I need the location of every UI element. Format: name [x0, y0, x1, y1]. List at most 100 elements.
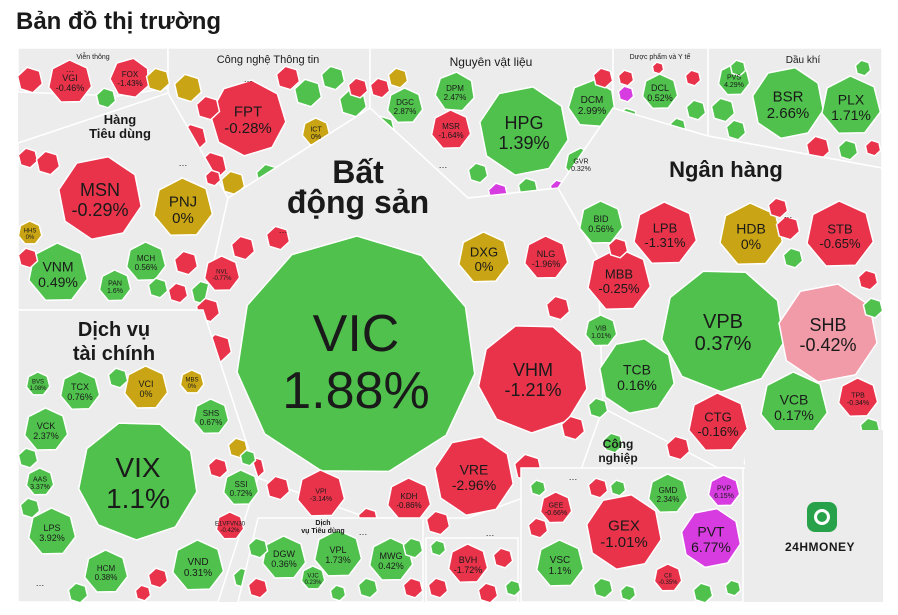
stock-cell-minor[interactable] — [95, 87, 117, 109]
stock-cell-minor[interactable] — [173, 250, 199, 276]
stock-cell-minor[interactable] — [369, 77, 391, 99]
stock-cell-minor[interactable] — [862, 297, 882, 319]
stock-cell-minor[interactable] — [18, 147, 39, 169]
stock-cell-vib[interactable] — [584, 314, 618, 347]
stock-cell-minor[interactable] — [529, 479, 547, 497]
stock-cell-minor[interactable] — [607, 237, 629, 259]
stock-cell-vnm[interactable] — [28, 242, 89, 302]
stock-cell-ctg[interactable] — [688, 392, 749, 452]
stock-cell-pan[interactable] — [98, 269, 132, 302]
stock-cell-minor[interactable] — [402, 537, 424, 559]
stock-cell-gex[interactable] — [586, 494, 662, 570]
stock-cell-lps[interactable] — [27, 507, 77, 555]
stock-cell-mbs[interactable] — [179, 369, 205, 394]
stock-cell-shb[interactable] — [778, 283, 878, 383]
stock-cell-minor[interactable] — [265, 225, 291, 251]
stock-cell-minor[interactable] — [18, 66, 44, 94]
stock-cell-minor[interactable] — [247, 537, 269, 559]
stock-cell-minor[interactable] — [854, 59, 872, 77]
stock-cell-tpb[interactable] — [837, 377, 879, 417]
stock-cell-vgi[interactable] — [47, 59, 93, 103]
stock-cell-minor[interactable] — [619, 584, 637, 602]
stock-cell-minor[interactable] — [864, 139, 882, 157]
stock-cell-vpi[interactable] — [296, 469, 346, 517]
stock-cell-e1vfvn30[interactable] — [215, 511, 245, 540]
stock-cell-minor[interactable] — [857, 269, 879, 291]
stock-cell-minor[interactable] — [427, 577, 449, 599]
stock-cell-minor[interactable] — [247, 577, 269, 599]
stock-cell-tcx[interactable] — [59, 370, 101, 410]
stock-cell-mbb[interactable] — [587, 247, 652, 310]
stock-cell-minor[interactable] — [492, 547, 514, 569]
stock-cell-tcb[interactable] — [599, 338, 675, 414]
stock-cell-pnj[interactable] — [153, 177, 214, 237]
stock-cell-minor[interactable] — [147, 277, 169, 299]
stock-cell-dpm[interactable] — [434, 71, 475, 112]
stock-cell-minor[interactable] — [592, 577, 614, 599]
stock-cell-minor[interactable] — [587, 477, 609, 499]
stock-cell-vsc[interactable] — [535, 539, 585, 587]
stock-cell-minor[interactable] — [685, 99, 707, 121]
stock-cell-minor[interactable] — [725, 119, 747, 141]
stock-cell-minor[interactable] — [425, 510, 451, 536]
stock-cell-minor[interactable] — [602, 432, 624, 454]
stock-cell-vjc[interactable] — [300, 565, 326, 590]
stock-cell-pvt[interactable] — [680, 507, 742, 569]
stock-cell-vck[interactable] — [23, 407, 69, 451]
stock-cell-msr[interactable] — [430, 109, 472, 149]
stock-cell-aas[interactable] — [25, 467, 55, 496]
stock-cell-hcm[interactable] — [83, 549, 129, 593]
stock-cell-minor[interactable] — [729, 59, 747, 77]
stock-cell-dcm[interactable] — [567, 79, 616, 128]
stock-cell-cii[interactable] — [653, 563, 683, 592]
stock-cell-minor[interactable] — [18, 447, 39, 469]
stock-cell-minor[interactable] — [204, 169, 222, 187]
stock-cell-minor[interactable] — [134, 584, 152, 602]
stock-cell-vpb[interactable] — [660, 270, 785, 393]
stock-cell-minor[interactable] — [504, 579, 522, 597]
stock-cell-gmd[interactable] — [647, 473, 689, 513]
stock-cell-mch[interactable] — [125, 241, 167, 281]
stock-cell-gee[interactable] — [539, 491, 573, 524]
stock-cell-minor[interactable] — [651, 61, 665, 75]
stock-cell-plx[interactable] — [821, 75, 882, 135]
stock-cell-bid[interactable] — [578, 200, 624, 244]
stock-cell-minor[interactable] — [665, 435, 691, 461]
stock-cell-bsr[interactable] — [751, 66, 825, 140]
stock-cell-bvs[interactable] — [25, 371, 51, 396]
stock-cell-minor[interactable] — [107, 367, 129, 389]
stock-cell-hpg[interactable] — [479, 86, 569, 176]
stock-cell-dcl[interactable] — [641, 73, 679, 110]
stock-cell-minor[interactable] — [239, 449, 257, 467]
stock-cell-bvh[interactable] — [447, 543, 489, 583]
stock-cell-minor[interactable] — [527, 517, 549, 539]
stock-cell-minor[interactable] — [67, 582, 89, 602]
stock-cell-vic[interactable] — [236, 235, 476, 473]
stock-cell-minor[interactable] — [587, 397, 609, 419]
stock-cell-lpb[interactable] — [633, 201, 698, 264]
stock-cell-nlg[interactable] — [523, 235, 569, 279]
stock-cell-minor[interactable] — [692, 582, 714, 602]
stock-cell-minor[interactable] — [560, 415, 586, 441]
stock-cell-minor[interactable] — [195, 95, 221, 121]
stock-cell-minor[interactable] — [147, 567, 169, 589]
stock-cell-minor[interactable] — [775, 215, 801, 241]
stock-cell-pvp[interactable] — [707, 474, 741, 507]
stock-cell-minor[interactable] — [617, 85, 635, 103]
stock-cell-stb[interactable] — [806, 200, 875, 267]
stock-cell-minor[interactable] — [357, 577, 379, 599]
stock-cell-vix[interactable] — [77, 422, 198, 541]
stock-cell-ssi[interactable] — [222, 469, 260, 506]
stock-cell-dxg[interactable] — [457, 231, 511, 283]
stock-cell-minor[interactable] — [429, 539, 447, 557]
stock-cell-minor[interactable] — [592, 67, 614, 89]
stock-cell-minor[interactable] — [837, 139, 859, 161]
stock-cell-minor[interactable] — [19, 497, 41, 519]
stock-cell-fox[interactable] — [109, 57, 150, 99]
stock-cell-shs[interactable] — [192, 398, 230, 435]
stock-cell-vpl[interactable] — [313, 529, 363, 577]
stock-cell-minor[interactable] — [18, 247, 39, 269]
stock-cell-minor[interactable] — [710, 97, 736, 123]
stock-cell-minor[interactable] — [145, 67, 171, 93]
stock-cell-minor[interactable] — [265, 475, 291, 501]
